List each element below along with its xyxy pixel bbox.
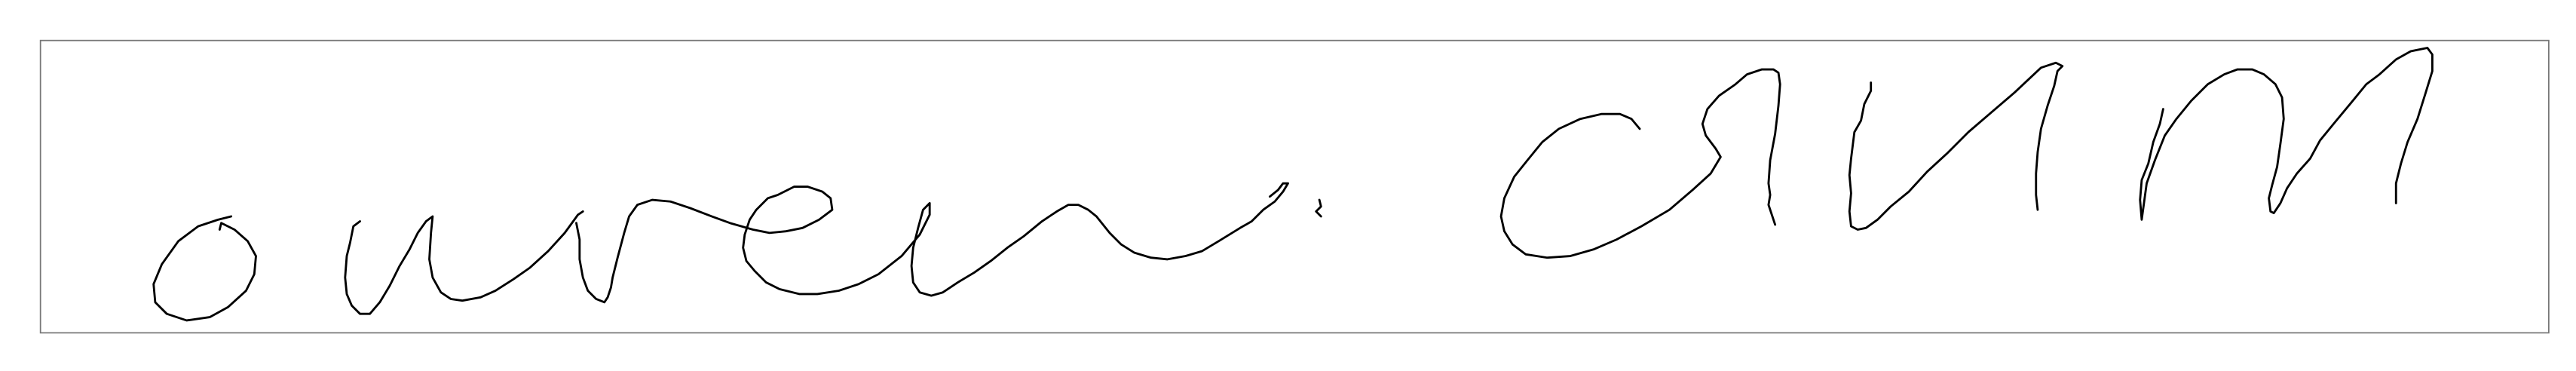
stroke <box>1499 68 1781 259</box>
stroke <box>575 182 1289 304</box>
stroke <box>344 210 584 315</box>
stroke <box>2139 47 2434 221</box>
stroke <box>1848 61 2064 231</box>
frame <box>39 39 2550 334</box>
stroke <box>1315 198 1322 218</box>
handwriting <box>152 47 2434 322</box>
stroke <box>152 215 257 322</box>
